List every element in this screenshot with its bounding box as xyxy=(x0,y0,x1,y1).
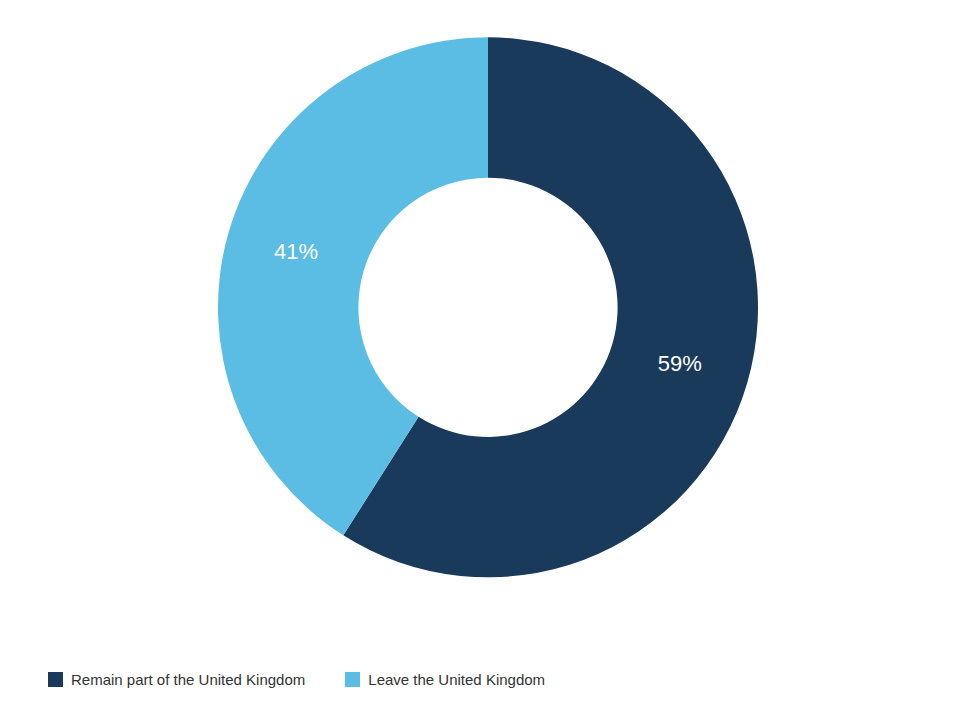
html-text:Leave the United Kingdom: Leave the United Kingdom xyxy=(368,671,546,688)
svg-text:59%: 59% xyxy=(658,351,702,376)
html-text:Remain part of the United King: Remain part of the United Kingdom xyxy=(71,671,306,688)
svg-text:41%: 41% xyxy=(274,239,318,264)
